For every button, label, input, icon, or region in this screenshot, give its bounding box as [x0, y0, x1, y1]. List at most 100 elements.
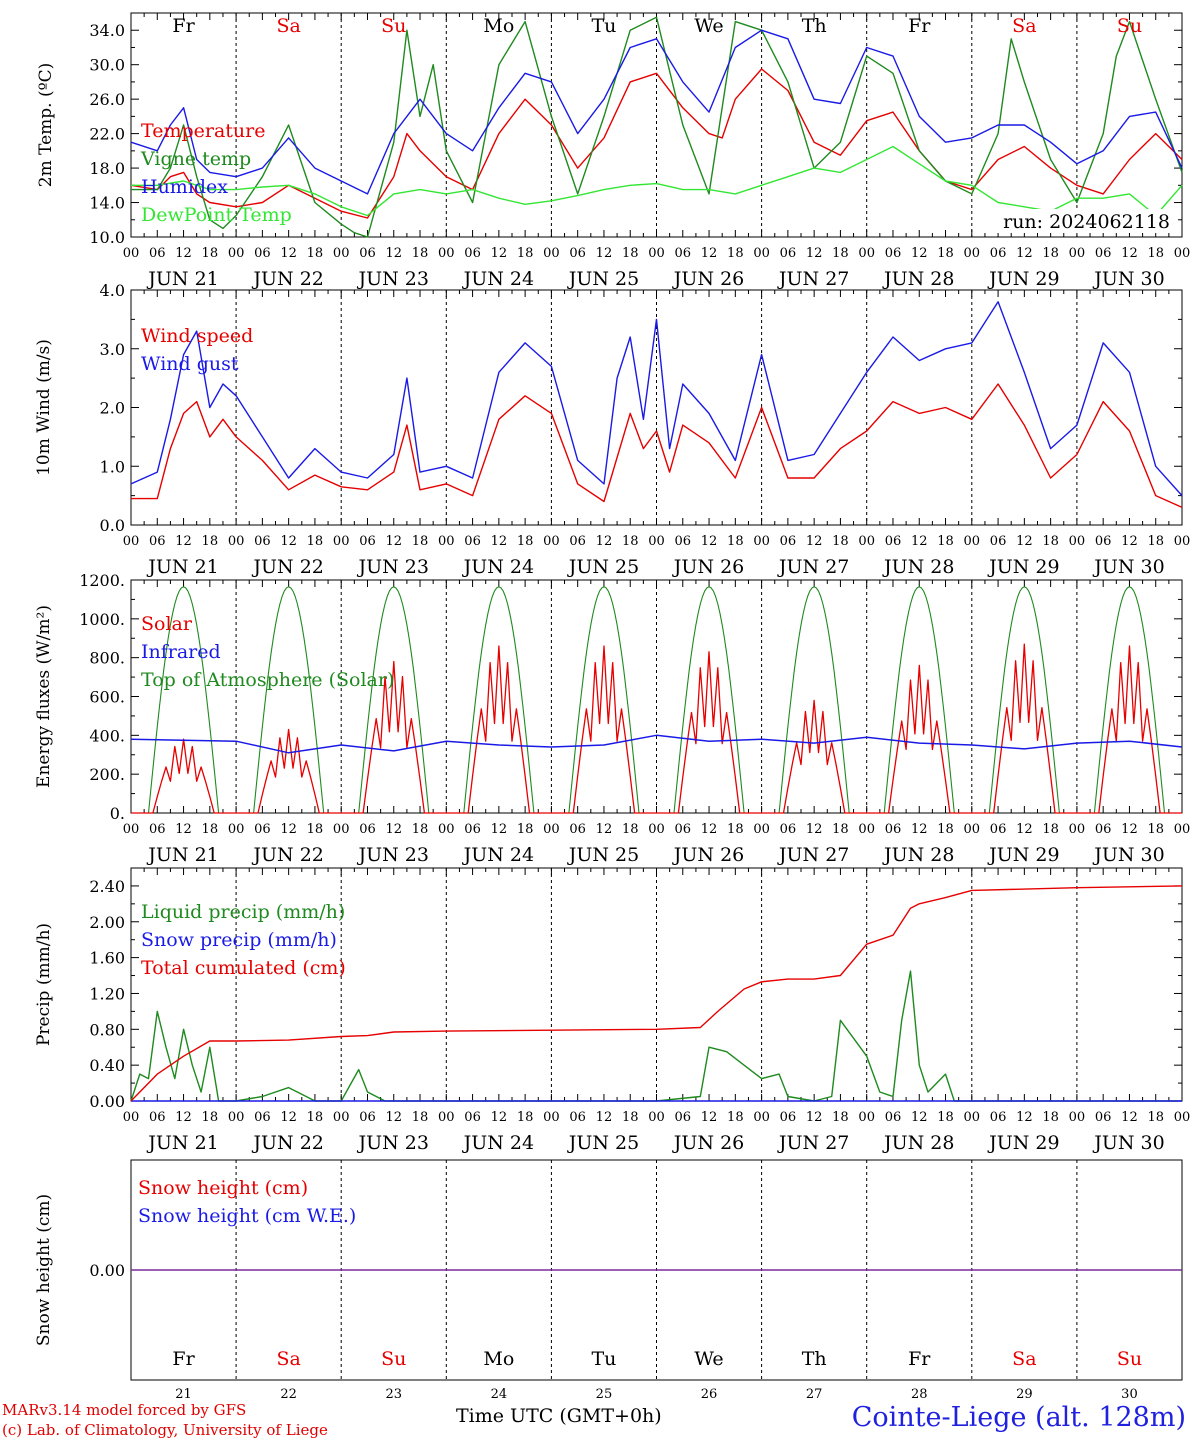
- legend-entry: Top of Atmosphere (Solar): [141, 669, 394, 691]
- date-label: JUN 26: [672, 1132, 744, 1154]
- hour-tick-label: 06: [675, 246, 692, 261]
- hour-tick-label: 12: [280, 534, 297, 549]
- date-label: JUN 25: [567, 1132, 639, 1154]
- date-label: JUN 30: [1092, 556, 1164, 578]
- date-label: JUN 29: [987, 556, 1059, 578]
- hour-tick-label: 18: [727, 534, 744, 549]
- hour-tick-label: 00: [123, 246, 140, 261]
- date-label: JUN 27: [777, 268, 849, 290]
- y-axis-label: Snow height (cm): [34, 1194, 54, 1346]
- hour-tick-label: 06: [1095, 246, 1112, 261]
- hour-tick-label: 18: [622, 246, 639, 261]
- y-tick-label: 18.0: [89, 159, 125, 178]
- toa-solar-line: [446, 586, 552, 814]
- y-tick-label: 2.0: [100, 399, 125, 418]
- hour-tick-label: 18: [202, 534, 219, 549]
- hour-tick-label: 12: [280, 1110, 297, 1125]
- solar-line: [551, 645, 657, 814]
- hour-tick-label: 18: [1042, 246, 1059, 261]
- hour-tick-label: 06: [675, 1110, 692, 1125]
- y-tick-label: 4.0: [100, 281, 125, 300]
- hour-tick-label: 12: [175, 534, 192, 549]
- hour-tick-label: 18: [1147, 822, 1164, 837]
- y-tick-label: 22.0: [89, 125, 125, 144]
- legend-entry: Snow height (cm W.E.): [138, 1205, 356, 1227]
- hour-tick-label: 18: [1042, 822, 1059, 837]
- hour-tick-label: 06: [569, 822, 586, 837]
- day-name-label: Fr: [172, 1348, 195, 1370]
- y-tick-label: 1.0: [100, 457, 125, 476]
- y-tick-label: 0.00: [89, 1092, 125, 1111]
- legend-entry: Temperature: [141, 120, 265, 142]
- hour-tick-label: 18: [1147, 534, 1164, 549]
- hour-tick-label: 00: [858, 534, 875, 549]
- lab-credit: (c) Lab. of Climatology, University of L…: [2, 1421, 328, 1439]
- hour-tick-label: 00: [438, 246, 455, 261]
- day-name-label: Su: [381, 15, 406, 37]
- hour-tick-label: 18: [202, 1110, 219, 1125]
- date-label: JUN 29: [987, 1132, 1059, 1154]
- hour-tick-label: 12: [280, 246, 297, 261]
- hour-tick-label: 12: [175, 246, 192, 261]
- hour-tick-label: 18: [727, 246, 744, 261]
- series-line-2: [131, 16, 1183, 238]
- date-label: JUN 22: [251, 844, 323, 866]
- hour-tick-label: 06: [675, 534, 692, 549]
- series-line-1: [130, 68, 1183, 219]
- y-tick-label: 1.60: [89, 949, 125, 968]
- run-annotation: run: 2024062118: [1003, 211, 1170, 233]
- legend-entry: Wind speed: [141, 325, 253, 347]
- hour-tick-label: 18: [202, 246, 219, 261]
- hour-tick-label: 06: [254, 1110, 271, 1125]
- solar-line: [761, 699, 867, 814]
- hour-tick-label: 12: [806, 534, 823, 549]
- solar-line: [446, 645, 552, 814]
- day-number-label: 22: [280, 1387, 297, 1402]
- y-tick-label: 800.: [89, 649, 125, 668]
- hour-tick-label: 12: [1121, 822, 1138, 837]
- hour-tick-label: 00: [438, 822, 455, 837]
- y-tick-label: 200.: [89, 765, 125, 784]
- hour-tick-label: 00: [964, 822, 981, 837]
- hour-tick-label: 18: [937, 534, 954, 549]
- hour-tick-label: 00: [543, 1110, 560, 1125]
- date-label: JUN 24: [462, 844, 534, 866]
- hour-tick-label: 00: [333, 1110, 350, 1125]
- hour-tick-label: 18: [517, 534, 534, 549]
- hour-tick-label: 06: [569, 246, 586, 261]
- hour-tick-label: 00: [964, 246, 981, 261]
- model-credit: MARv3.14 model forced by GFS: [2, 1401, 247, 1419]
- day-number-label: 21: [175, 1387, 192, 1402]
- solar-line: [236, 728, 342, 814]
- y-tick-label: 34.0: [89, 21, 125, 40]
- legend-entry: Wind gust: [141, 353, 239, 375]
- day-number-label: 27: [806, 1387, 823, 1402]
- date-label: JUN 21: [146, 556, 218, 578]
- day-name-label: Sa: [1012, 15, 1036, 37]
- legend-entry: Total cumulated (cm): [141, 957, 346, 979]
- annotation-bg: [984, 209, 1176, 233]
- solar-line: [971, 643, 1077, 814]
- hour-tick-label: 00: [753, 534, 770, 549]
- hour-tick-label: 00: [753, 822, 770, 837]
- hour-tick-label: 12: [1016, 822, 1033, 837]
- day-name-label: Sa: [276, 15, 300, 37]
- hour-tick-label: 00: [1069, 246, 1086, 261]
- hour-tick-label: 12: [596, 1110, 613, 1125]
- hour-tick-label: 18: [1042, 1110, 1059, 1125]
- hour-tick-label: 06: [254, 246, 271, 261]
- hour-tick-label: 06: [990, 246, 1007, 261]
- y-tick-label: 0.: [110, 804, 125, 823]
- date-label: JUN 22: [251, 268, 323, 290]
- y-tick-label: 0.80: [89, 1020, 125, 1039]
- hour-tick-label: 06: [149, 246, 166, 261]
- toa-solar-line: [971, 586, 1077, 814]
- hour-tick-label: 00: [1174, 822, 1191, 837]
- series-line-2: [130, 301, 1183, 497]
- date-label: JUN 25: [567, 844, 639, 866]
- hour-tick-label: 18: [307, 822, 324, 837]
- hour-tick-label: 18: [517, 822, 534, 837]
- hour-tick-label: 18: [202, 822, 219, 837]
- date-label: JUN 21: [146, 844, 218, 866]
